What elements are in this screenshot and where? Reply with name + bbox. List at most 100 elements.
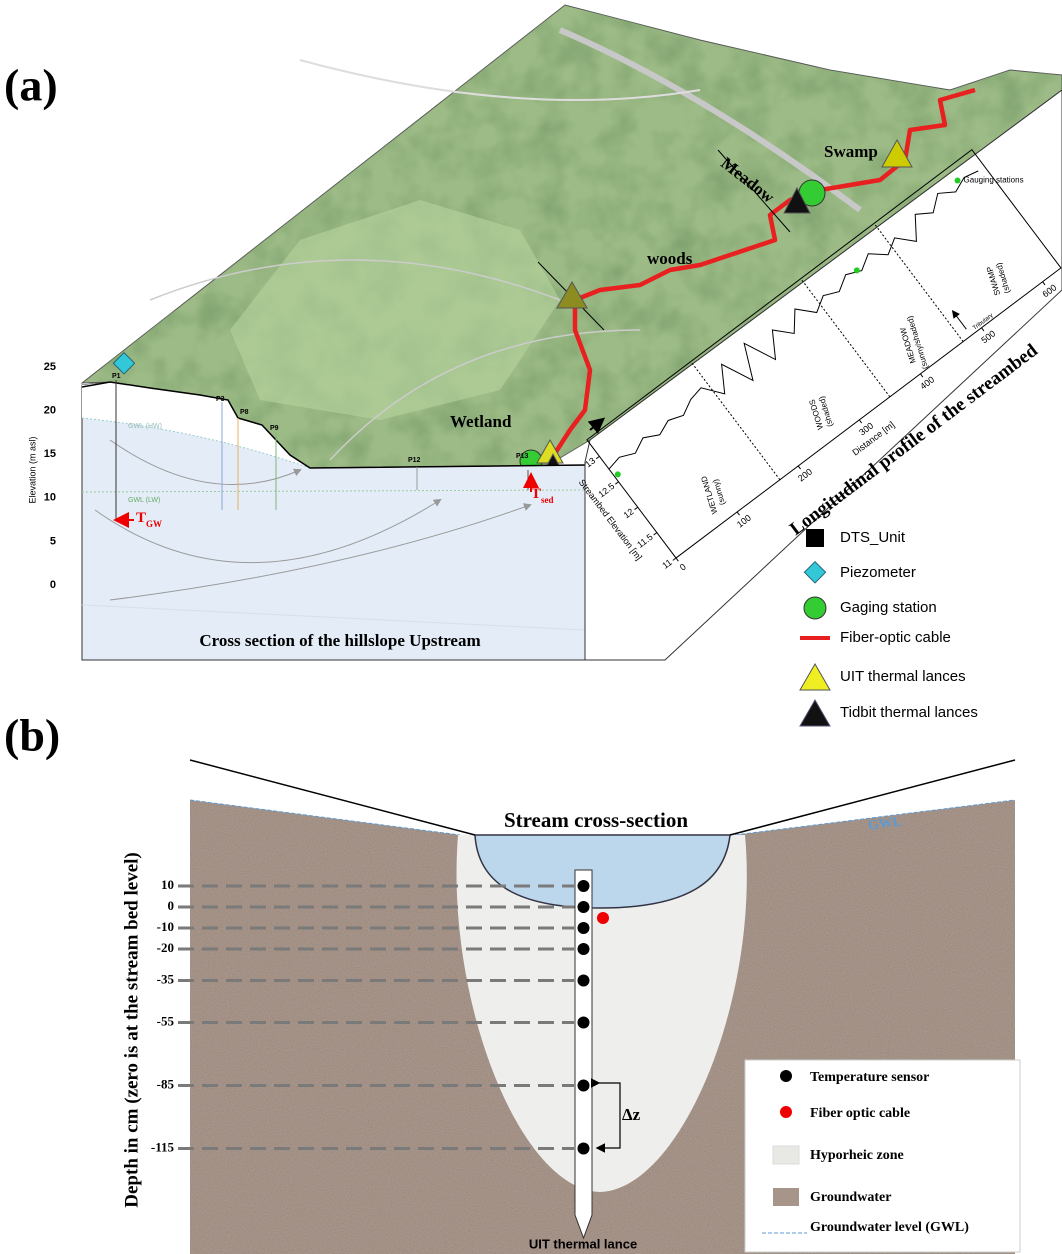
temperature-sensor	[577, 922, 590, 934]
tsed-label: Tsed	[531, 486, 554, 505]
depth-label: -55	[157, 1013, 175, 1028]
profile-face	[584, 89, 1062, 661]
y-tick-label: 15	[44, 448, 56, 460]
well-label: P9	[270, 425, 279, 432]
bank-line	[729, 759, 1016, 836]
y-tick-label: 13	[583, 455, 597, 469]
map-label: Swamp	[824, 142, 878, 161]
y-tick-label: 20	[44, 405, 56, 417]
temperature-sensor	[577, 943, 590, 955]
contour	[329, 329, 641, 461]
tick-mark	[675, 557, 679, 562]
legend-label: Tidbit thermal lances	[840, 704, 978, 721]
legend-label: Gaging station	[840, 599, 937, 616]
depth-label: -85	[157, 1076, 175, 1091]
tick-mark	[797, 465, 802, 470]
plot-frame	[586, 149, 1062, 559]
tick-mark	[615, 481, 619, 485]
legend-symbol	[772, 1145, 800, 1165]
temperature-sensor	[577, 1016, 590, 1029]
depth-label: -115	[151, 1139, 175, 1154]
legend-label: Temperature sensor	[810, 1070, 929, 1085]
path	[299, 59, 701, 101]
tick-mark	[858, 419, 863, 424]
gwl-line	[734, 799, 1016, 836]
gwl-hw-line	[81, 417, 311, 469]
flow-path	[94, 498, 442, 563]
legend-label: Piezometer	[840, 564, 916, 581]
gwl-label: GWL	[867, 814, 903, 834]
y-tick-label: 5	[50, 535, 56, 547]
tick-mark	[920, 373, 924, 378]
legend-symbol	[806, 529, 824, 547]
profile-line	[608, 170, 979, 470]
legend-symbol	[799, 662, 831, 691]
legend-symbol	[799, 698, 831, 727]
panel-label: (b)	[4, 710, 60, 761]
cross-section-title: Cross section of the hillslope Upstream	[199, 631, 480, 650]
legend-label: DTS_Unit	[840, 529, 906, 546]
well-label: P12	[408, 457, 421, 464]
legend-symbol	[780, 1070, 792, 1082]
lance-label: UIT thermal lance	[529, 1236, 637, 1251]
temperature-sensor	[577, 974, 590, 987]
tick-mark	[595, 455, 600, 460]
stream-water	[474, 834, 731, 909]
depth-label: 10	[161, 877, 174, 892]
map-label: Wetland	[450, 412, 512, 431]
flow-path	[109, 439, 302, 485]
gwl-line	[189, 799, 461, 836]
depth-label: 0	[168, 898, 175, 913]
meadow-field	[230, 200, 560, 420]
fiber-cable-point	[597, 912, 609, 924]
legend-label: Fiber-optic cable	[840, 629, 951, 646]
temperature-sensor	[577, 1142, 590, 1155]
transect-line	[717, 149, 791, 233]
delta-label: Δz	[622, 1105, 641, 1124]
y-axis-label: Elevation (m asl)	[27, 436, 37, 503]
tidbit-lance	[783, 186, 811, 214]
map-label: woods	[647, 249, 693, 268]
y-tick-label: 12	[622, 506, 636, 520]
y-tick-label: 25	[44, 361, 56, 373]
uit-lance	[881, 138, 913, 168]
well-label: P3	[216, 396, 225, 403]
y-tick-label: 0	[50, 579, 56, 591]
stream-title: Stream cross-section	[504, 808, 688, 832]
legend-label: Fiber optic cable	[810, 1106, 910, 1121]
y-tick-label: 10	[44, 492, 56, 504]
legend-symbol	[803, 560, 827, 584]
tick-mark	[653, 532, 658, 536]
gwl-label: GWL (HW)	[128, 423, 162, 430]
piezometer	[112, 351, 136, 375]
temperature-sensor	[577, 880, 590, 892]
tgw-main: T	[136, 510, 146, 526]
delta-bracket	[590, 1078, 621, 1153]
legend-label: Groundwater	[810, 1190, 891, 1205]
well-label: P13	[516, 453, 529, 460]
legend-label: Groundwater level (GWL)	[810, 1220, 969, 1235]
tsed-main: T	[531, 486, 541, 502]
depth-axis: 10 0 -10 -20 -35 -55 -85 -115	[151, 877, 590, 1155]
zone-divider	[873, 223, 964, 342]
legend-label: UIT thermal lances	[840, 668, 966, 685]
well-label: P1	[112, 373, 121, 380]
depth-label: -10	[157, 919, 174, 934]
uit-lance	[556, 280, 588, 309]
depth-label: -20	[157, 940, 174, 955]
tick-mark	[672, 557, 677, 561]
road	[558, 27, 862, 213]
flow-path	[109, 503, 532, 601]
legend-symbol	[803, 596, 827, 620]
legend-symbol	[773, 1188, 799, 1206]
gauging-point	[614, 471, 621, 478]
layer-line	[81, 604, 586, 631]
tgw-label: TGW	[136, 510, 162, 529]
temperature-sensor	[577, 1079, 590, 1092]
tick-mark	[736, 511, 740, 516]
x-tick-label: 0	[678, 562, 688, 573]
tgw-sub: GW	[146, 519, 162, 529]
bank-line	[189, 759, 476, 836]
tick-mark	[1042, 281, 1046, 286]
